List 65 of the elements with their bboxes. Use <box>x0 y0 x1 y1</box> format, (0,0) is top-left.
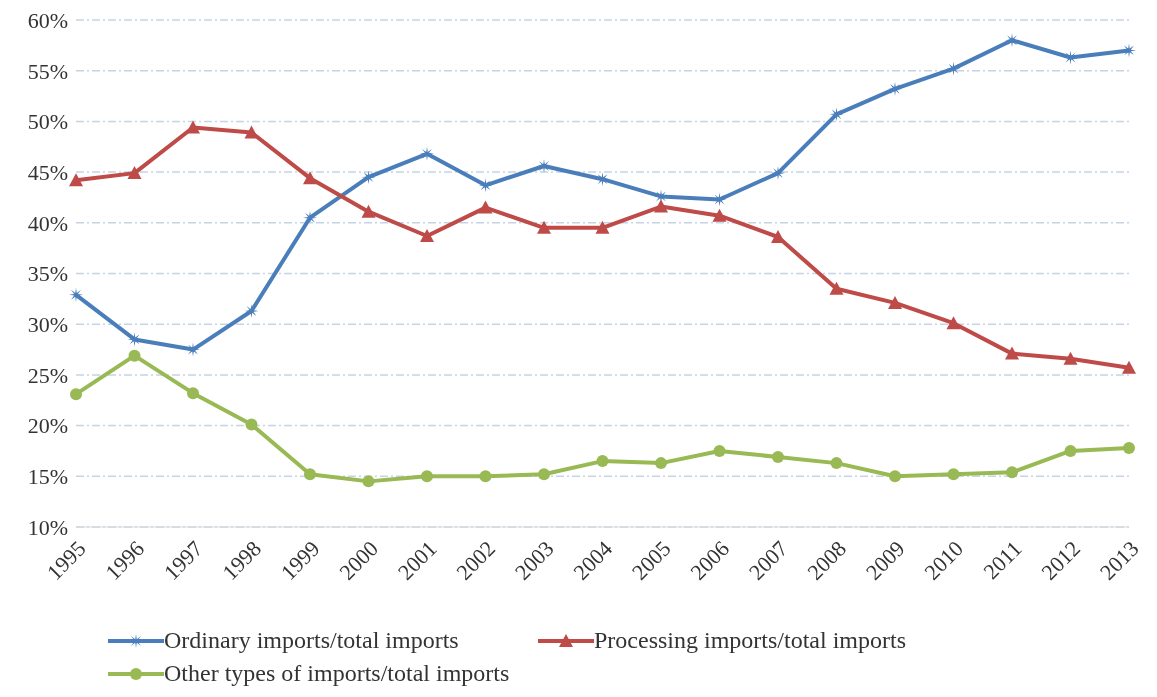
y-tick-label: 20% <box>27 413 68 439</box>
point <box>1122 360 1136 374</box>
point <box>478 200 493 214</box>
point <box>304 468 316 481</box>
point <box>127 166 142 180</box>
point <box>420 146 434 161</box>
point <box>829 281 844 295</box>
y-tick-label: 25% <box>27 362 68 388</box>
y-tick-label: 60% <box>27 7 68 33</box>
point <box>712 192 727 207</box>
point <box>947 468 960 481</box>
point <box>420 228 434 242</box>
point <box>538 468 550 481</box>
point <box>771 166 785 181</box>
y-tick-label: 55% <box>27 58 68 84</box>
point <box>655 457 667 470</box>
point <box>1123 441 1135 454</box>
point <box>361 204 376 218</box>
y-tick-label: 15% <box>27 464 68 490</box>
y-tick-label: 30% <box>27 312 68 338</box>
y-tick-label: 10% <box>27 514 68 540</box>
point <box>303 171 317 185</box>
point <box>829 107 844 122</box>
point <box>713 444 726 457</box>
point <box>1064 444 1077 457</box>
point <box>946 316 961 330</box>
y-tick-label: 45% <box>27 159 68 185</box>
point <box>70 388 82 401</box>
point <box>830 457 843 470</box>
point <box>479 470 492 483</box>
point <box>245 418 258 431</box>
point <box>1063 351 1078 365</box>
point <box>595 220 610 234</box>
point <box>946 61 961 76</box>
point <box>772 451 784 464</box>
point <box>127 332 142 347</box>
point <box>362 475 375 488</box>
point <box>361 170 376 185</box>
point <box>186 120 200 134</box>
point <box>712 208 727 222</box>
point <box>244 125 259 139</box>
point <box>1006 466 1018 479</box>
point <box>69 173 83 187</box>
point <box>1063 50 1078 65</box>
point <box>596 455 609 468</box>
point <box>128 349 141 362</box>
point <box>187 387 199 400</box>
point <box>888 81 902 96</box>
point <box>421 470 433 483</box>
point <box>595 172 610 187</box>
point <box>889 470 901 483</box>
legend-label: Other types of imports/total imports <box>164 660 510 687</box>
point <box>771 230 785 243</box>
point <box>537 220 551 234</box>
legend-label: Ordinary imports/total imports <box>164 627 459 654</box>
point <box>654 199 668 213</box>
y-tick-label: 35% <box>27 261 68 287</box>
y-tick-label: 40% <box>27 210 68 236</box>
point <box>478 178 493 193</box>
point <box>888 295 902 309</box>
x-tick-label: 2011 <box>978 535 1027 585</box>
point <box>1005 346 1019 360</box>
point <box>537 159 551 174</box>
legend-label: Processing imports/total imports <box>594 627 906 654</box>
y-tick-label: 50% <box>27 109 68 135</box>
